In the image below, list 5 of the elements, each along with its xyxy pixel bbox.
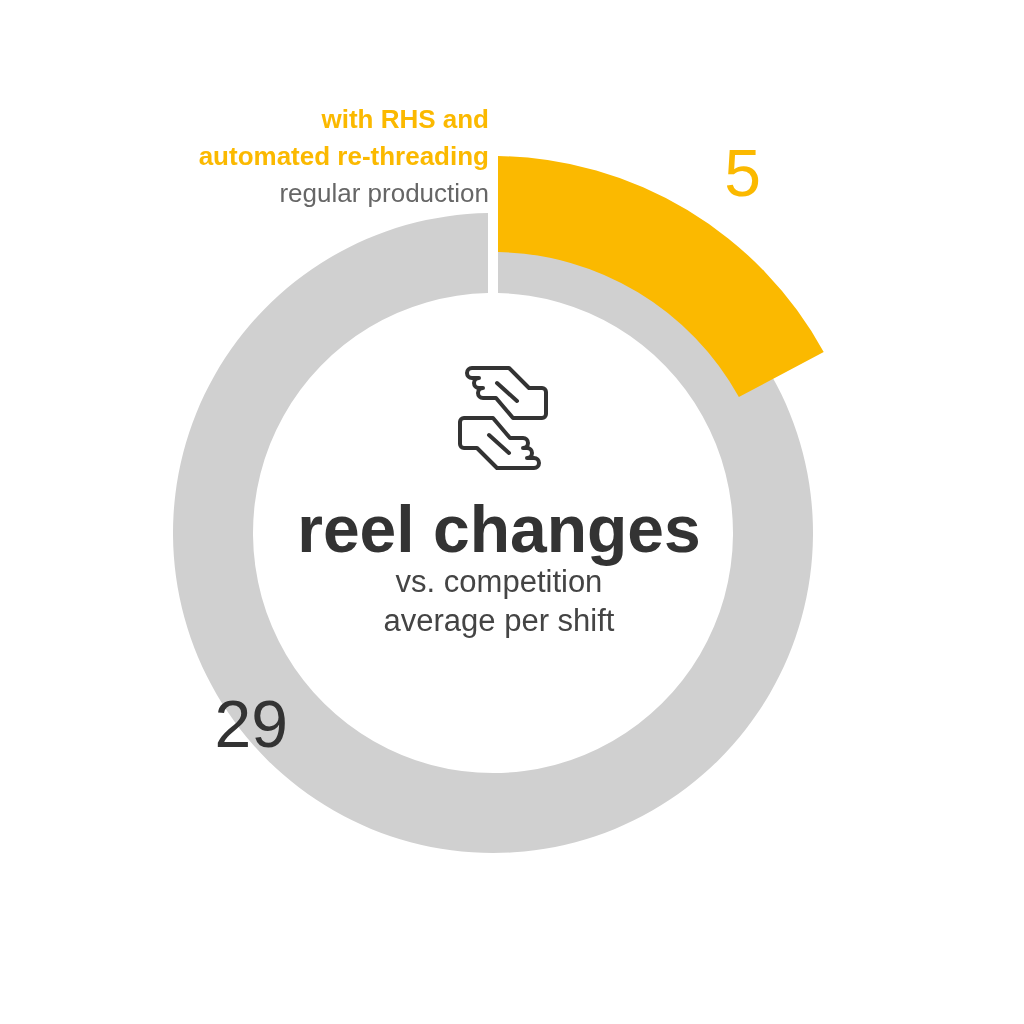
category-label: with RHS and automated re-threading xyxy=(198,104,489,171)
text: reel changes xyxy=(297,492,701,566)
data-label: 29 xyxy=(214,686,288,761)
data-label: 5 xyxy=(724,136,762,211)
category-label: regular production xyxy=(279,178,489,208)
